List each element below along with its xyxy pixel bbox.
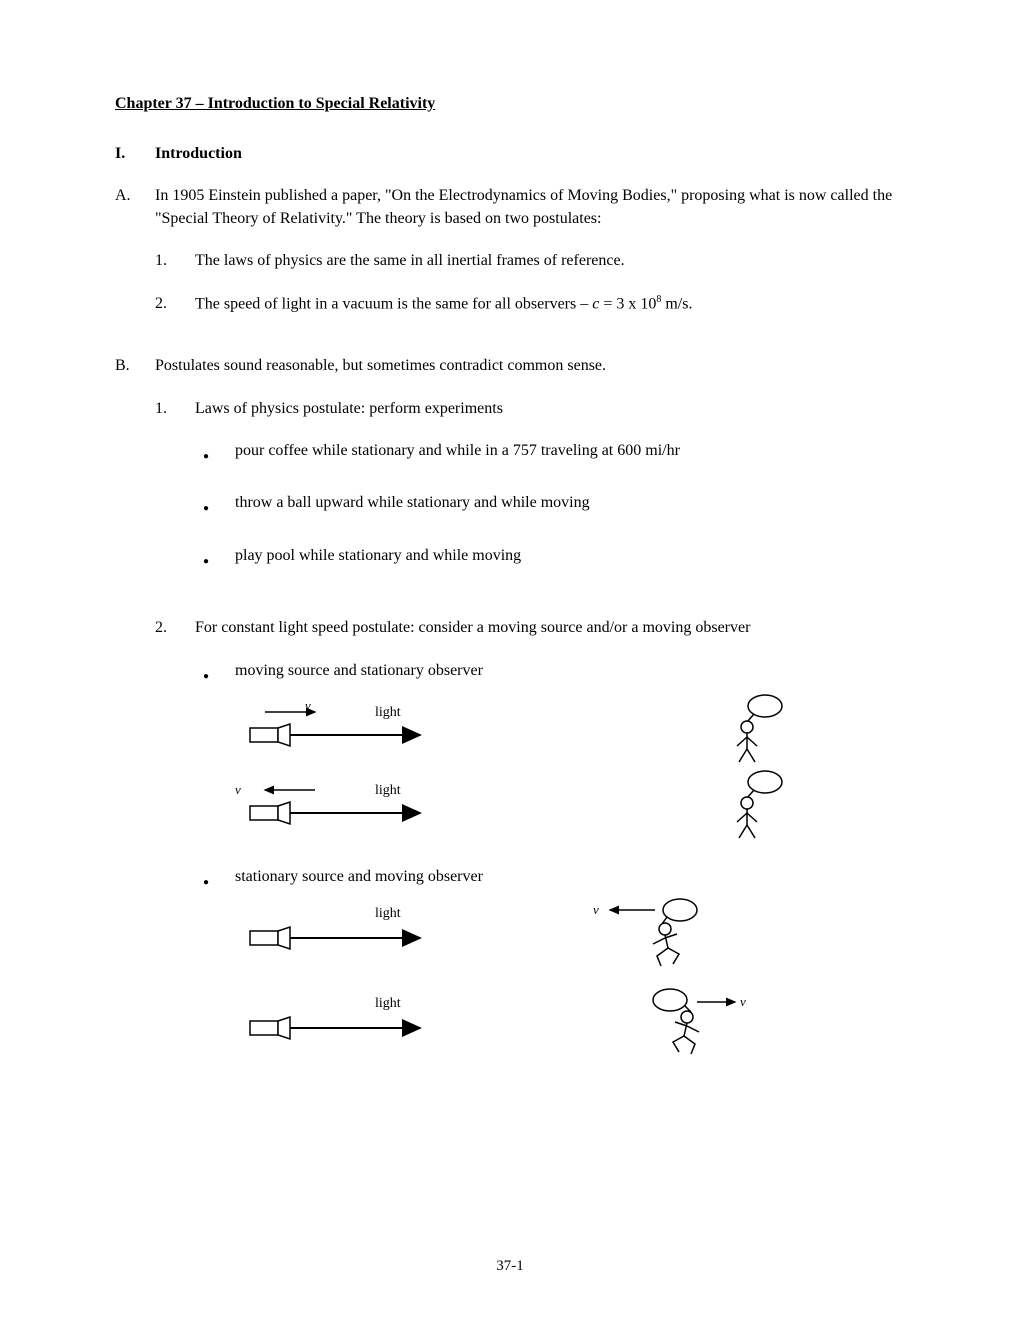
bullet-text: play pool while stationary and while mov… — [235, 545, 905, 567]
item-text: For constant light speed postulate: cons… — [195, 617, 905, 639]
item-text: In 1905 Einstein published a paper, "On … — [155, 185, 905, 230]
v-label: v — [235, 782, 241, 797]
chapter-title: Chapter 37 – Introduction to Special Rel… — [115, 95, 905, 113]
postulate-1: 1. The laws of physics are the same in a… — [115, 250, 905, 272]
flashlight-icon — [250, 927, 290, 949]
running-observer-right-icon: v — [645, 986, 805, 1061]
bullet-text: pour coffee while stationary and while i… — [235, 440, 905, 462]
bullet-marker: ● — [195, 492, 235, 514]
diagram-row: light — [235, 986, 905, 1061]
light-label: light — [375, 705, 401, 720]
page: Chapter 37 – Introduction to Special Rel… — [0, 0, 1020, 1320]
bullet-marker: ● — [195, 440, 235, 462]
bullet-marker: ● — [195, 660, 235, 682]
item-B1: 1. Laws of physics postulate: perform ex… — [115, 398, 905, 420]
item-marker: 2. — [155, 617, 195, 639]
flashlight-right-diagram: v light — [235, 698, 555, 753]
bullet-text: stationary source and moving observer — [235, 866, 905, 888]
section-I: I. Introduction — [115, 143, 905, 165]
item-marker: 1. — [155, 398, 195, 420]
p2-unit: m/s. — [661, 295, 692, 312]
bullet-B2-2: ● stationary source and moving observer — [115, 866, 905, 888]
item-marker: A. — [115, 185, 155, 207]
bullet-B1-3: ● play pool while stationary and while m… — [115, 545, 905, 567]
postulate-2: 2. The speed of light in a vacuum is the… — [115, 293, 905, 316]
diagram-row: v light — [235, 770, 905, 840]
item-text: Laws of physics postulate: perform exper… — [195, 398, 905, 420]
standing-observer-icon — [720, 694, 790, 764]
flashlight-icon — [250, 1017, 290, 1039]
bullet-B1-2: ● throw a ball upward while stationary a… — [115, 492, 905, 514]
bullet-marker: ● — [195, 545, 235, 567]
running-observer-left-icon: v — [585, 896, 745, 971]
postulate-marker: 1. — [155, 250, 195, 272]
item-A: A. In 1905 Einstein published a paper, "… — [115, 185, 905, 230]
p2-pre: The speed of light in a vacuum is the sa… — [195, 295, 592, 312]
diagram-block-1: v light — [115, 688, 905, 846]
diagram-block-2: light — [115, 890, 905, 1067]
page-number: 37-1 — [0, 1258, 1020, 1275]
flashlight-stationary-diagram: light — [235, 993, 555, 1048]
section-marker: I. — [115, 143, 155, 165]
item-B: B. Postulates sound reasonable, but some… — [115, 355, 905, 377]
flashlight-stationary-diagram: light — [235, 903, 555, 958]
v-label: v — [740, 994, 746, 1009]
v-label: v — [305, 698, 311, 713]
bullet-marker: ● — [195, 866, 235, 888]
flashlight-left-diagram: v light — [235, 774, 555, 829]
v-label: v — [593, 902, 599, 917]
flashlight-icon — [250, 724, 290, 746]
bullet-B2-1: ● moving source and stationary observer — [115, 660, 905, 682]
item-marker: B. — [115, 355, 155, 377]
diagram-row: v light — [235, 694, 905, 764]
standing-observer-icon — [720, 770, 790, 840]
item-text: Postulates sound reasonable, but sometim… — [155, 355, 905, 377]
light-label: light — [375, 996, 401, 1011]
section-title: Introduction — [155, 143, 905, 165]
bullet-B1-1: ● pour coffee while stationary and while… — [115, 440, 905, 462]
postulate-marker: 2. — [155, 293, 195, 315]
diagram-row: light — [235, 896, 905, 971]
bullet-text: throw a ball upward while stationary and… — [235, 492, 905, 514]
light-label: light — [375, 906, 401, 921]
postulate-text: The laws of physics are the same in all … — [195, 250, 905, 272]
item-B2: 2. For constant light speed postulate: c… — [115, 617, 905, 639]
bullet-text: moving source and stationary observer — [235, 660, 905, 682]
light-label: light — [375, 783, 401, 798]
postulate-text: The speed of light in a vacuum is the sa… — [195, 293, 905, 316]
p2-eq: = 3 x 10 — [599, 295, 656, 312]
flashlight-icon — [250, 802, 290, 824]
